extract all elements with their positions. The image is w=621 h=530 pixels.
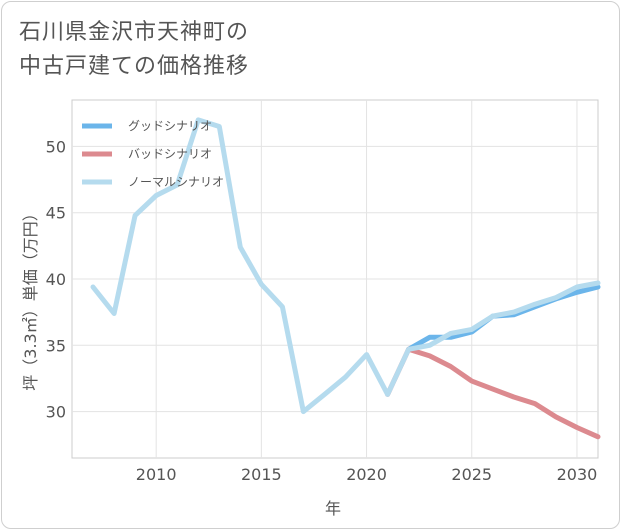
series-line-3 — [90, 117, 601, 415]
x-tick-label: 2030 — [557, 465, 598, 484]
gridlines — [72, 100, 598, 458]
x-tick-labels: 2010 2015 2020 2025 2030 — [136, 465, 598, 484]
x-tick-label: 2020 — [346, 465, 387, 484]
y-tick-label: 50 — [46, 137, 66, 156]
legend-label: ノーマルシナリオ — [128, 175, 224, 189]
x-tick-label: 2015 — [241, 465, 282, 484]
title-line-1: 石川県金沢市天神町の — [19, 20, 250, 45]
y-tick-label: 40 — [46, 270, 66, 289]
title-line-2: 中古戸建ての価格推移 — [19, 54, 250, 79]
x-tick-label: 2025 — [451, 465, 492, 484]
y-tick-label: 45 — [46, 204, 66, 223]
legend-label: バッドシナリオ — [128, 147, 212, 161]
x-axis-title: 年 — [325, 499, 341, 518]
y-tick-label: 35 — [46, 336, 66, 355]
series-line-2 — [385, 346, 601, 440]
x-tick-label: 2010 — [136, 465, 177, 484]
series-lines — [90, 117, 601, 440]
chart-title: 石川県金沢市天神町の 中古戸建ての価格推移 — [19, 16, 249, 84]
y-axis-title: 坪（3.3㎡）単価（万円） — [21, 205, 40, 390]
legend-label: グッドシナリオ — [128, 119, 212, 133]
y-tick-label: 30 — [46, 403, 66, 422]
y-tick-labels: 30 35 40 45 50 — [46, 137, 66, 421]
